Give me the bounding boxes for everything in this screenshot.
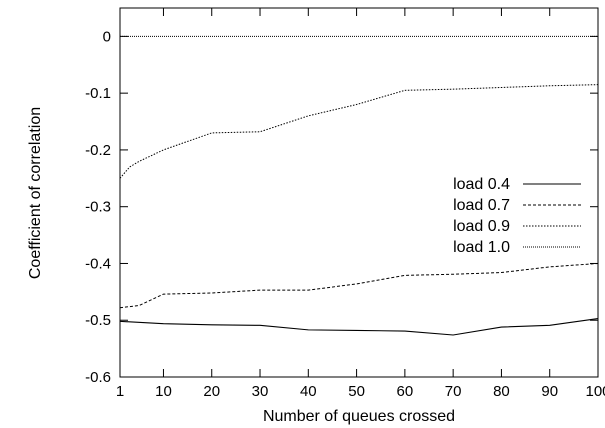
legend: load 0.4 load 0.7 load 0.9 load 1.0 — [453, 176, 581, 256]
plot-frame — [119, 7, 599, 378]
y-tick-label: -0.6 — [85, 369, 111, 386]
x-tick-label: 80 — [493, 383, 510, 400]
series-line-load-0-9 — [119, 84, 599, 179]
x-tick-label: 10 — [155, 383, 172, 400]
x-tick-label: 50 — [348, 383, 365, 400]
y-tick-label: -0.5 — [85, 312, 111, 329]
x-tick-label: 70 — [445, 383, 462, 400]
series-line-load-0-7 — [119, 262, 599, 309]
legend-label: load 0.9 — [453, 218, 510, 235]
y-tick-label: -0.2 — [85, 142, 111, 159]
x-tick-label: 90 — [541, 383, 558, 400]
axis-ticks — [119, 8, 599, 378]
y-tick-label: -0.3 — [85, 199, 111, 216]
y-tick-label: 0 — [103, 28, 111, 45]
series-line-load-0-4 — [119, 317, 599, 336]
x-tick-label: 60 — [397, 383, 414, 400]
legend-label: load 0.7 — [453, 197, 510, 214]
series-lines — [119, 35, 599, 336]
legend-label: load 0.4 — [453, 176, 510, 193]
y-tick-labels: 0 -0.1 -0.2 -0.3 -0.4 -0.5 -0.6 — [85, 28, 111, 386]
x-tick-label: 30 — [252, 383, 269, 400]
y-tick-label: -0.4 — [85, 255, 111, 272]
legend-label: load 1.0 — [453, 239, 510, 256]
y-axis-label: Coefficient of correlation — [27, 107, 44, 279]
x-tick-label: 20 — [203, 383, 220, 400]
x-tick-label: 1 — [116, 383, 124, 400]
x-axis-label: Number of queues crossed — [263, 408, 455, 425]
y-tick-label: -0.1 — [85, 85, 111, 102]
x-tick-label: 40 — [300, 383, 317, 400]
x-tick-labels: 1 10 20 30 40 50 60 70 80 90 100 — [116, 383, 605, 400]
x-tick-label: 100 — [585, 383, 605, 400]
